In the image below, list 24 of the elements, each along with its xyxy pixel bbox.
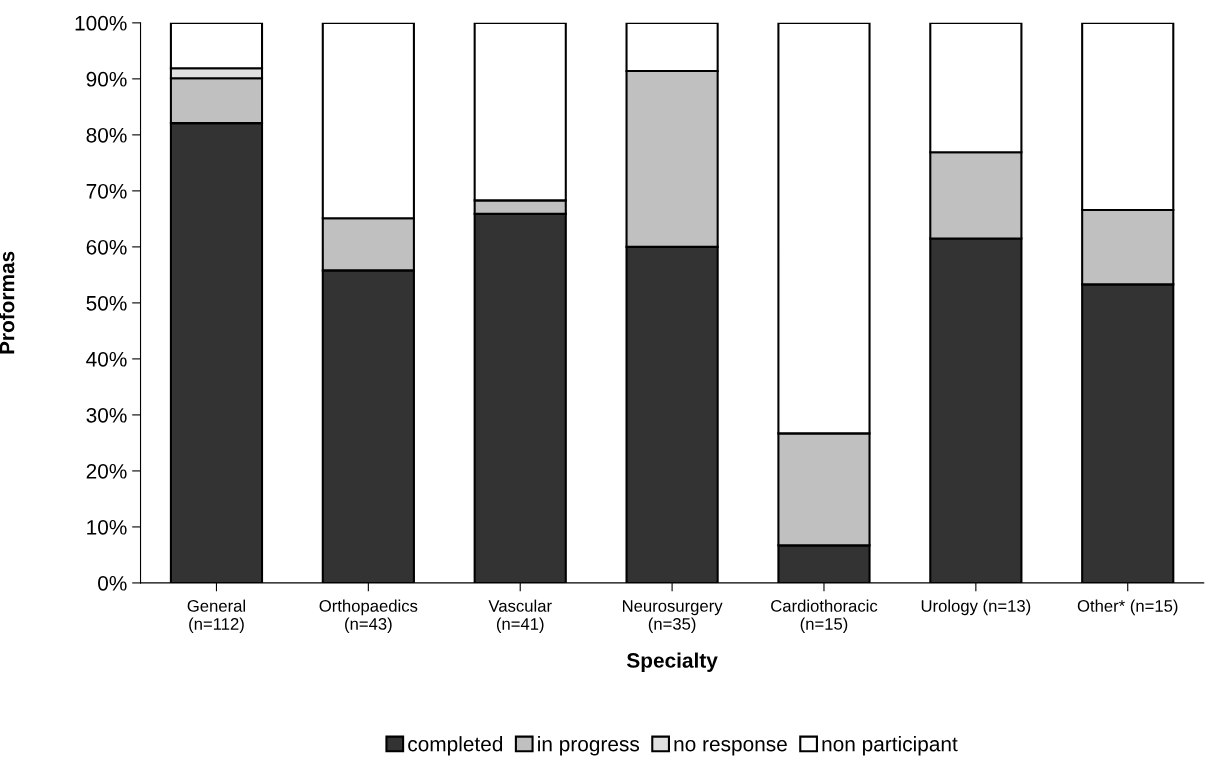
y-tick-label: 0% <box>98 575 127 591</box>
x-axis-title: Specialty <box>626 652 718 672</box>
y-tick-label: 20% <box>86 463 127 479</box>
legend-label: in progress <box>538 736 640 756</box>
legend-label: no response <box>674 739 787 756</box>
x-tick-label: Cardiothoracic (n=15) <box>771 599 878 634</box>
y-tick-label: 10% <box>87 519 127 535</box>
x-tick-label: General (n=112) <box>187 599 245 634</box>
y-tick-label: 60% <box>86 239 127 255</box>
y-tick-label: 80% <box>86 127 127 143</box>
y-tick-label: 30% <box>86 407 127 423</box>
x-tick-label: Other* (n=15) <box>1077 599 1178 616</box>
y-tick-label: 100% <box>75 15 127 31</box>
legend-label: completed <box>408 736 503 756</box>
x-tick-label: Orthopaedics (n=43) <box>319 599 418 634</box>
x-tick-label: Vascular (n=41) <box>488 599 552 634</box>
y-tick-label: 40% <box>86 351 127 367</box>
x-tick-label: Neurosurgery (n=35) <box>622 600 723 634</box>
x-tick-label: Urology (n=13) <box>921 599 1031 616</box>
y-tick-label: 90% <box>86 71 127 87</box>
y-tick-label: 50% <box>86 295 127 311</box>
y-tick-label: 70% <box>86 183 127 199</box>
legend-label: non participant <box>822 736 958 756</box>
y-axis-title: Proformas <box>0 251 15 354</box>
